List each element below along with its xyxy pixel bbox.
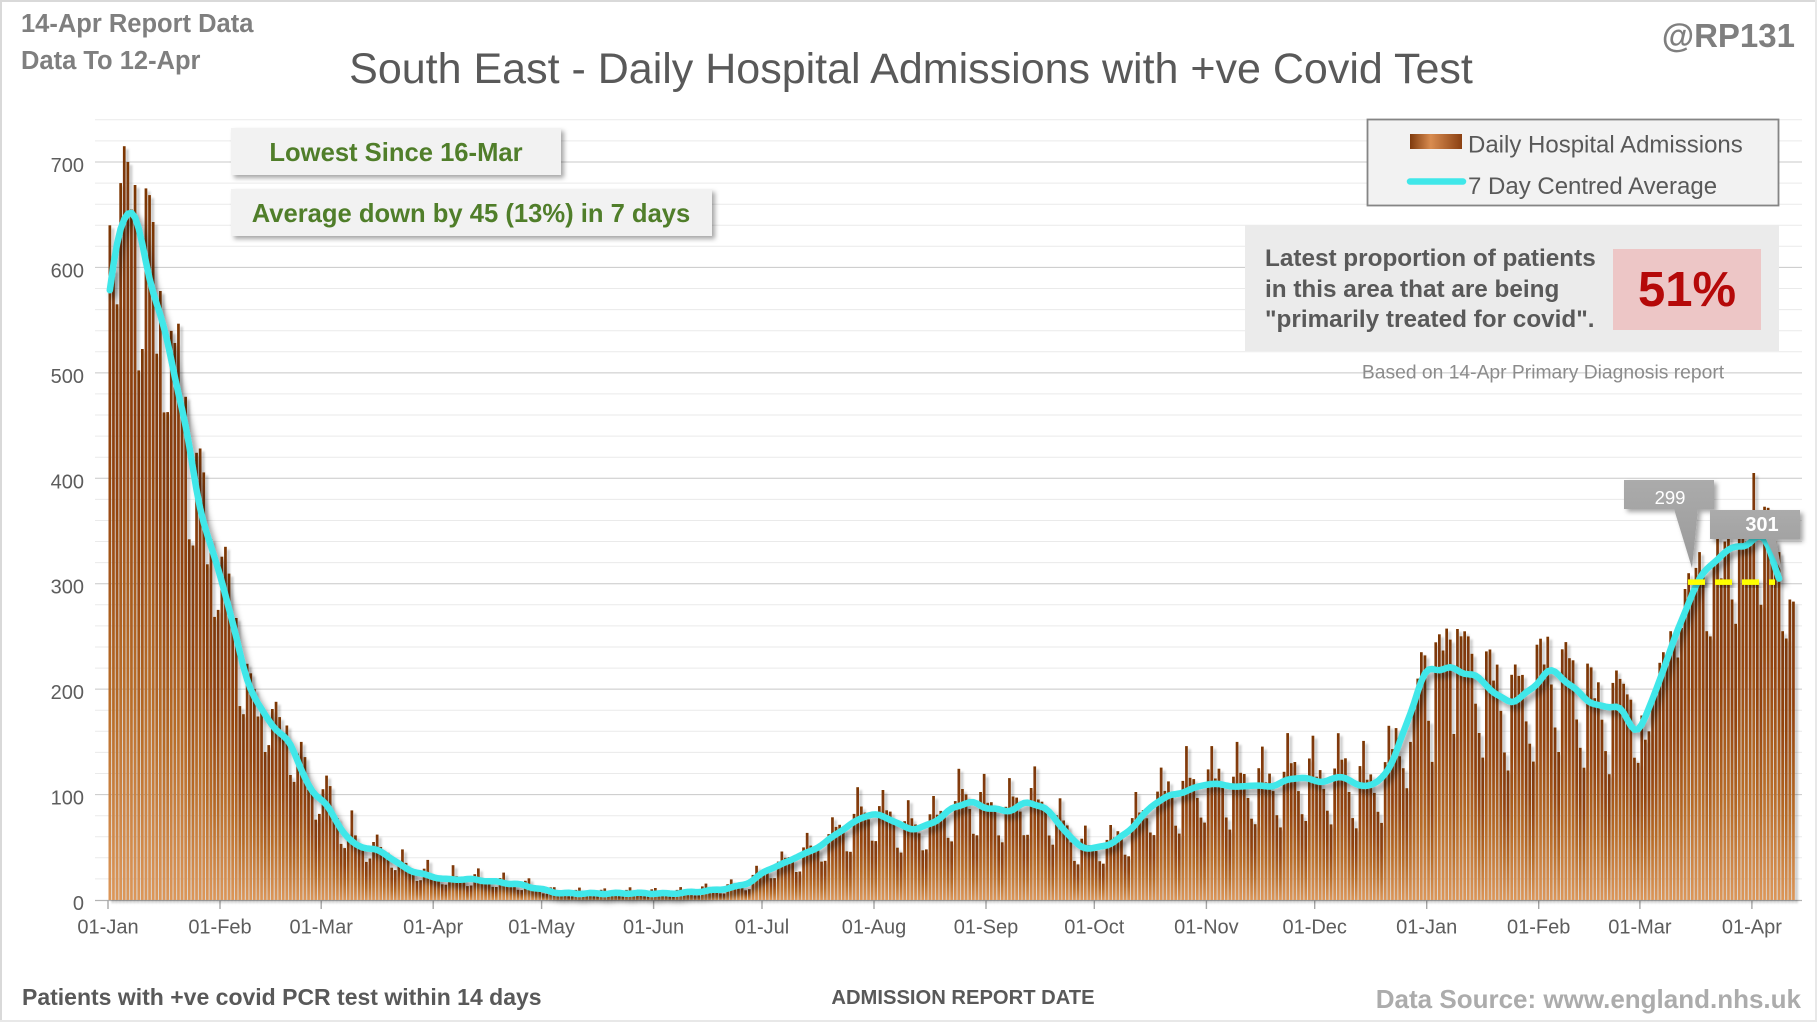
svg-text:01-Jun: 01-Jun xyxy=(623,917,684,939)
svg-text:Average down by 45 (13%) in 7: Average down by 45 (13%) in 7 days xyxy=(252,200,691,228)
svg-text:South East - Daily Hospital Ad: South East - Daily Hospital Admissions w… xyxy=(349,45,1473,93)
svg-text:600: 600 xyxy=(51,260,84,282)
svg-text:01-Apr: 01-Apr xyxy=(1722,917,1782,939)
svg-text:700: 700 xyxy=(51,155,84,177)
svg-text:01-Mar: 01-Mar xyxy=(290,917,354,939)
svg-text:Daily Hospital Admissions: Daily Hospital Admissions xyxy=(1468,132,1743,159)
svg-text:"primarily treated for covid".: "primarily treated for covid". xyxy=(1265,306,1595,333)
svg-text:01-May: 01-May xyxy=(508,917,575,939)
svg-text:300: 300 xyxy=(51,577,84,599)
svg-text:01-Sep: 01-Sep xyxy=(954,917,1019,939)
svg-text:100: 100 xyxy=(51,788,84,810)
svg-text:01-Apr: 01-Apr xyxy=(403,917,463,939)
svg-text:01-Aug: 01-Aug xyxy=(842,917,907,939)
svg-text:Patients with +ve covid PCR te: Patients with +ve covid PCR test within … xyxy=(22,984,542,1010)
svg-text:in this area that are being: in this area that are being xyxy=(1265,276,1559,303)
svg-text:01-Jul: 01-Jul xyxy=(735,917,789,939)
svg-text:0: 0 xyxy=(73,893,84,915)
svg-text:01-Feb: 01-Feb xyxy=(1507,917,1570,939)
svg-text:01-Jan: 01-Jan xyxy=(1396,917,1457,939)
svg-text:Based on 14-Apr Primary Diagno: Based on 14-Apr Primary Diagnosis report xyxy=(1362,363,1725,384)
svg-text:@RP131: @RP131 xyxy=(1662,17,1795,54)
svg-text:01-Jan: 01-Jan xyxy=(77,917,138,939)
svg-text:400: 400 xyxy=(51,471,84,493)
svg-text:200: 200 xyxy=(51,682,84,704)
svg-text:Latest proportion of patients: Latest proportion of patients xyxy=(1265,245,1596,272)
svg-text:7 Day Centred Average: 7 Day Centred Average xyxy=(1468,173,1717,200)
svg-text:51%: 51% xyxy=(1638,263,1736,317)
svg-text:500: 500 xyxy=(51,366,84,388)
svg-text:Data Source: www.england.nhs.u: Data Source: www.england.nhs.uk xyxy=(1376,984,1802,1014)
svg-text:299: 299 xyxy=(1655,487,1686,508)
svg-text:301: 301 xyxy=(1745,514,1778,536)
svg-text:01-Oct: 01-Oct xyxy=(1064,917,1124,939)
svg-text:ADMISSION REPORT DATE: ADMISSION REPORT DATE xyxy=(831,987,1094,1009)
svg-text:01-Mar: 01-Mar xyxy=(1608,917,1672,939)
svg-text:Data To 12-Apr: Data To 12-Apr xyxy=(21,47,201,75)
svg-text:01-Feb: 01-Feb xyxy=(188,917,251,939)
svg-text:14-Apr Report Data: 14-Apr Report Data xyxy=(21,10,254,38)
svg-text:01-Dec: 01-Dec xyxy=(1282,917,1346,939)
svg-text:Lowest Since 16-Mar: Lowest Since 16-Mar xyxy=(269,139,522,167)
svg-text:01-Nov: 01-Nov xyxy=(1174,917,1238,939)
